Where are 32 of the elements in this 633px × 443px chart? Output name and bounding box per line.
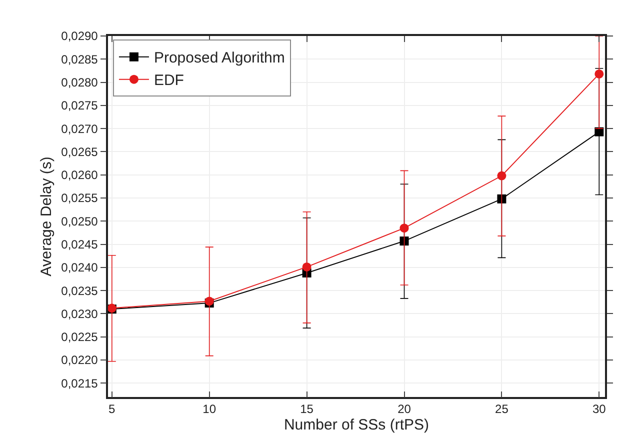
y-tick-label: 0,0240 (61, 260, 98, 275)
y-tick-label: 0,0275 (61, 98, 98, 113)
x-tick-label: 25 (495, 402, 509, 416)
point (594, 69, 604, 78)
y-tick-label: 0,0285 (61, 52, 98, 66)
point (400, 236, 409, 246)
x-axis-title: Number of SSs (rtPS) (284, 416, 430, 434)
legend-label: EDF (154, 72, 184, 90)
x-tick-label: 15 (300, 402, 314, 416)
y-tick-label: 0,0245 (61, 237, 98, 252)
y-tick-label: 0,0215 (61, 376, 98, 390)
y-tick-label: 0,0280 (61, 75, 98, 90)
y-tick-label: 0,0225 (61, 330, 98, 344)
y-tick-label: 0,0235 (61, 284, 98, 298)
y-tick-label: 0,0265 (61, 144, 98, 159)
y-tick-label: 0,0250 (61, 214, 98, 228)
y-tick-label: 0,0220 (61, 353, 98, 368)
x-tick-label: 10 (202, 402, 216, 416)
y-axis-title: Average Delay (s) (38, 156, 55, 276)
point (497, 171, 506, 180)
y-tick-label: 0,0230 (61, 306, 98, 321)
x-tick-label: 30 (592, 402, 606, 416)
y-tick-label: 0,0260 (61, 168, 98, 182)
point (400, 224, 409, 233)
y-tick-label: 0,0255 (61, 191, 98, 206)
legend-label: Proposed Algorithm (154, 50, 285, 67)
point (302, 262, 312, 272)
x-tick-label: 5 (108, 402, 116, 416)
point (497, 194, 506, 204)
x-tick-label: 20 (398, 402, 412, 416)
y-tick-label: 0,0290 (61, 29, 98, 44)
y-tick-label: 0,0270 (61, 122, 98, 136)
